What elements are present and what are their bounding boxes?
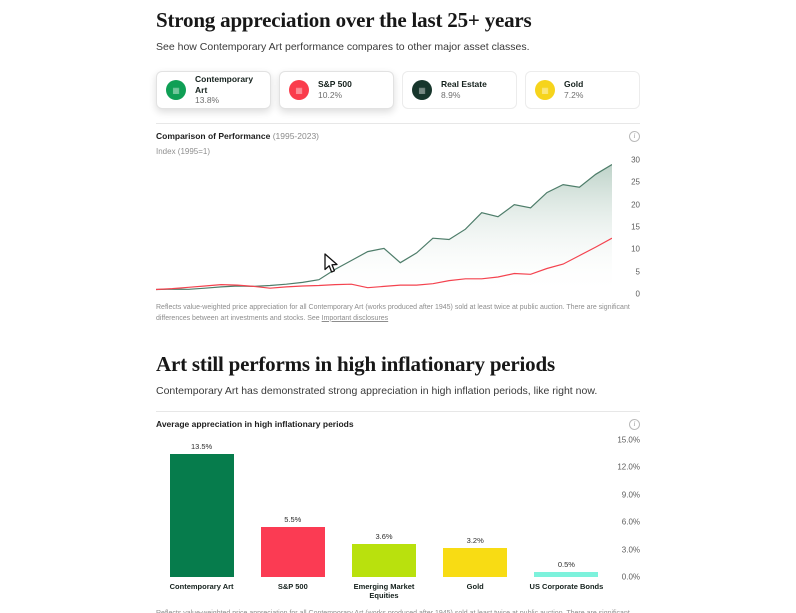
legend-value: 7.2% [564, 90, 584, 100]
legend-card-gold[interactable]: ▦ Gold 7.2% [525, 71, 640, 109]
y-axis-tick: 3.0% [621, 545, 640, 555]
legend-card-contemporary-art[interactable]: ▦ Contemporary Art 13.8% [156, 71, 271, 109]
important-disclosures-link[interactable]: Important disclosures [321, 314, 389, 322]
section1-subtitle: See how Contemporary Art performance com… [156, 41, 530, 53]
y-axis-tick: 0 [635, 289, 640, 299]
line-chart-y-axis: 30 25 20 15 10 5 0 [612, 156, 640, 299]
bar-category-label: US Corporate Bonds [529, 582, 604, 591]
y-axis-tick: 9.0% [621, 490, 640, 500]
legend-label: Contemporary Art [195, 74, 254, 95]
y-axis-tick: 0.0% [621, 572, 640, 582]
legend-value: 10.2% [318, 90, 343, 100]
bar[interactable] [260, 526, 325, 577]
bar[interactable] [352, 544, 416, 577]
y-axis-tick: 15.0% [617, 435, 640, 445]
bar-category-label: S&P 500 [277, 582, 308, 591]
line-chart-footnote: Reflects value-weighted price appreciati… [156, 304, 630, 322]
contemporary-art-area-fill [156, 164, 612, 294]
index-axis-label: Index (1995=1) [156, 147, 211, 156]
gold-icon: ▦ [535, 80, 555, 100]
bar-category-label: Contemporary Art [169, 582, 234, 591]
bar-chart-footnote: Reflects value-weighted price appreciati… [156, 609, 640, 613]
page-content: Strong appreciation over the last 25+ ye… [155, 0, 640, 613]
y-axis-tick: 25 [631, 177, 640, 187]
bar-group: 5.5% [247, 440, 338, 577]
legend-value: 8.9% [441, 90, 461, 100]
legend-card-sp500[interactable]: ▦ S&P 500 10.2% [279, 71, 394, 109]
sp500-line [155, 237, 613, 291]
page-title: Strong appreciation over the last 25+ ye… [156, 8, 532, 32]
inflation-bar-chart-card: Average appreciation in high inflationar… [156, 411, 640, 613]
legend-label: Gold [564, 79, 584, 90]
asset-legend-row: ▦ Contemporary Art 13.8% ▦ S&P 500 10.2%… [156, 71, 640, 109]
bar-group: 13.5% [156, 440, 247, 577]
bar-chart-categories: Contemporary Art S&P 500 Emerging Market E… [156, 582, 612, 600]
info-icon[interactable]: i [629, 419, 640, 430]
bar-category-label: Gold [466, 582, 484, 591]
y-axis-tick: 6.0% [621, 517, 640, 527]
y-axis-tick: 20 [631, 200, 640, 210]
contemporary-art-icon: ▦ [166, 80, 186, 100]
bar-group: 3.6% [338, 440, 429, 577]
bar[interactable] [169, 453, 234, 577]
bar-value-label: 13.5% [190, 441, 213, 451]
bar[interactable] [534, 572, 599, 577]
bar[interactable] [443, 547, 508, 577]
y-axis-tick: 30 [631, 155, 640, 165]
info-icon[interactable]: i [629, 131, 640, 142]
bar-chart-y-axis: 15.0% 12.0% 9.0% 6.0% 3.0% 0.0% [612, 436, 640, 582]
y-axis-tick: 5 [635, 267, 640, 277]
bar-chart-plot-row: 13.5% 5.5% 3.6% 3.2% 0.5% 15.0% 12.0% 9.0% 6.0%… [156, 436, 640, 582]
section2-title: Art still performs in high inflationary … [156, 352, 555, 376]
line-chart-plot [155, 160, 613, 294]
legend-label: S&P 500 [318, 79, 352, 90]
line-chart-period: (1995-2023) [272, 131, 319, 141]
bar-value-label: 3.6% [375, 532, 393, 542]
bar-chart-plot: 13.5% 5.5% 3.6% 3.2% 0.5% [156, 440, 612, 577]
bar-value-label: 0.5% [557, 560, 575, 570]
line-chart-title: Comparison of Performance (1995-2023) [156, 131, 319, 141]
bar-group: 0.5% [521, 440, 612, 577]
y-axis-tick: 12.0% [617, 462, 640, 472]
legend-label: Real Estate [441, 79, 487, 90]
real-estate-icon: ▦ [412, 80, 432, 100]
line-chart-plot-row: 30 25 20 15 10 5 0 [155, 156, 640, 299]
legend-card-real-estate[interactable]: ▦ Real Estate 8.9% [402, 71, 517, 109]
line-chart-svg [155, 163, 613, 294]
legend-value: 13.8% [195, 95, 220, 106]
contemporary-art-line [155, 163, 613, 291]
section2-subtitle: Contemporary Art has demonstrated strong… [156, 385, 598, 397]
bar-group: 3.2% [430, 440, 521, 577]
bar-value-label: 3.2% [466, 535, 484, 545]
bar-category-label: Emerging Market Equities [353, 582, 415, 600]
y-axis-tick: 15 [631, 222, 640, 232]
sp500-icon: ▦ [289, 80, 309, 100]
bar-value-label: 5.5% [284, 514, 302, 524]
bar-chart-title: Average appreciation in high inflationar… [156, 419, 354, 429]
performance-line-chart-card: Comparison of Performance (1995-2023) i … [155, 123, 640, 324]
y-axis-tick: 10 [631, 244, 640, 254]
